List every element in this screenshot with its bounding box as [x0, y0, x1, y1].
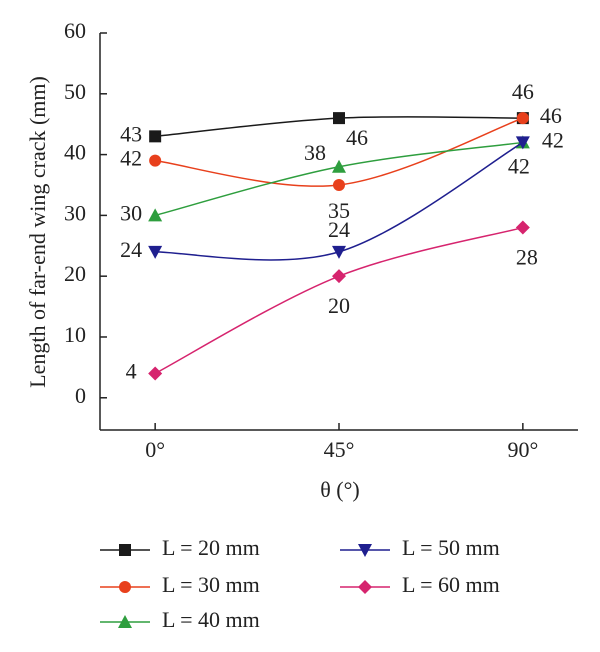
legend-label: L = 50 mm	[402, 535, 500, 560]
marker	[148, 366, 163, 381]
data-label: 43	[120, 121, 142, 146]
data-label: 4	[126, 359, 137, 384]
legend-label: L = 20 mm	[162, 535, 260, 560]
marker	[516, 112, 529, 125]
marker	[333, 112, 345, 125]
marker	[332, 245, 346, 259]
data-label: 35	[328, 198, 350, 223]
data-label: 20	[328, 293, 350, 318]
data-label: 46	[512, 79, 534, 104]
marker	[358, 544, 372, 557]
series-line	[155, 117, 524, 187]
y-tick-label: 0	[75, 383, 86, 408]
marker	[332, 269, 346, 284]
data-label: 42	[120, 146, 142, 171]
legend-label: L = 30 mm	[162, 572, 260, 597]
y-tick-label: 30	[64, 200, 86, 225]
data-label: 46	[346, 125, 368, 150]
y-tick-label: 20	[64, 261, 86, 286]
data-label: 24	[120, 237, 142, 262]
marker	[358, 580, 372, 594]
y-tick-label: 10	[64, 322, 86, 347]
legend-label: L = 60 mm	[402, 572, 500, 597]
marker	[149, 130, 162, 143]
marker	[119, 544, 131, 556]
marker	[333, 178, 345, 191]
y-tick-label: 60	[64, 18, 86, 43]
data-label: 46	[540, 103, 562, 128]
x-axis-label: θ (°)	[320, 477, 360, 502]
marker	[332, 159, 346, 173]
data-label: 28	[516, 245, 538, 270]
x-tick-label: 45°	[324, 437, 355, 462]
marker	[515, 136, 530, 150]
data-label: 42	[508, 153, 530, 178]
marker	[118, 615, 132, 628]
x-tick-label: 90°	[507, 437, 538, 462]
data-label: 38	[304, 140, 326, 165]
data-label: 30	[120, 200, 142, 225]
x-tick-label: 0°	[145, 437, 165, 462]
y-tick-label: 50	[64, 79, 86, 104]
marker	[515, 220, 530, 235]
data-label: 24	[328, 217, 350, 242]
y-tick-label: 40	[64, 140, 86, 165]
y-axis-label: Length of far-end wing crack (mm)	[25, 76, 50, 388]
marker	[149, 154, 162, 167]
marker	[148, 208, 163, 222]
legend-label: L = 40 mm	[162, 607, 260, 632]
marker	[119, 581, 131, 593]
marker	[148, 245, 163, 259]
data-label: 42	[542, 127, 564, 152]
